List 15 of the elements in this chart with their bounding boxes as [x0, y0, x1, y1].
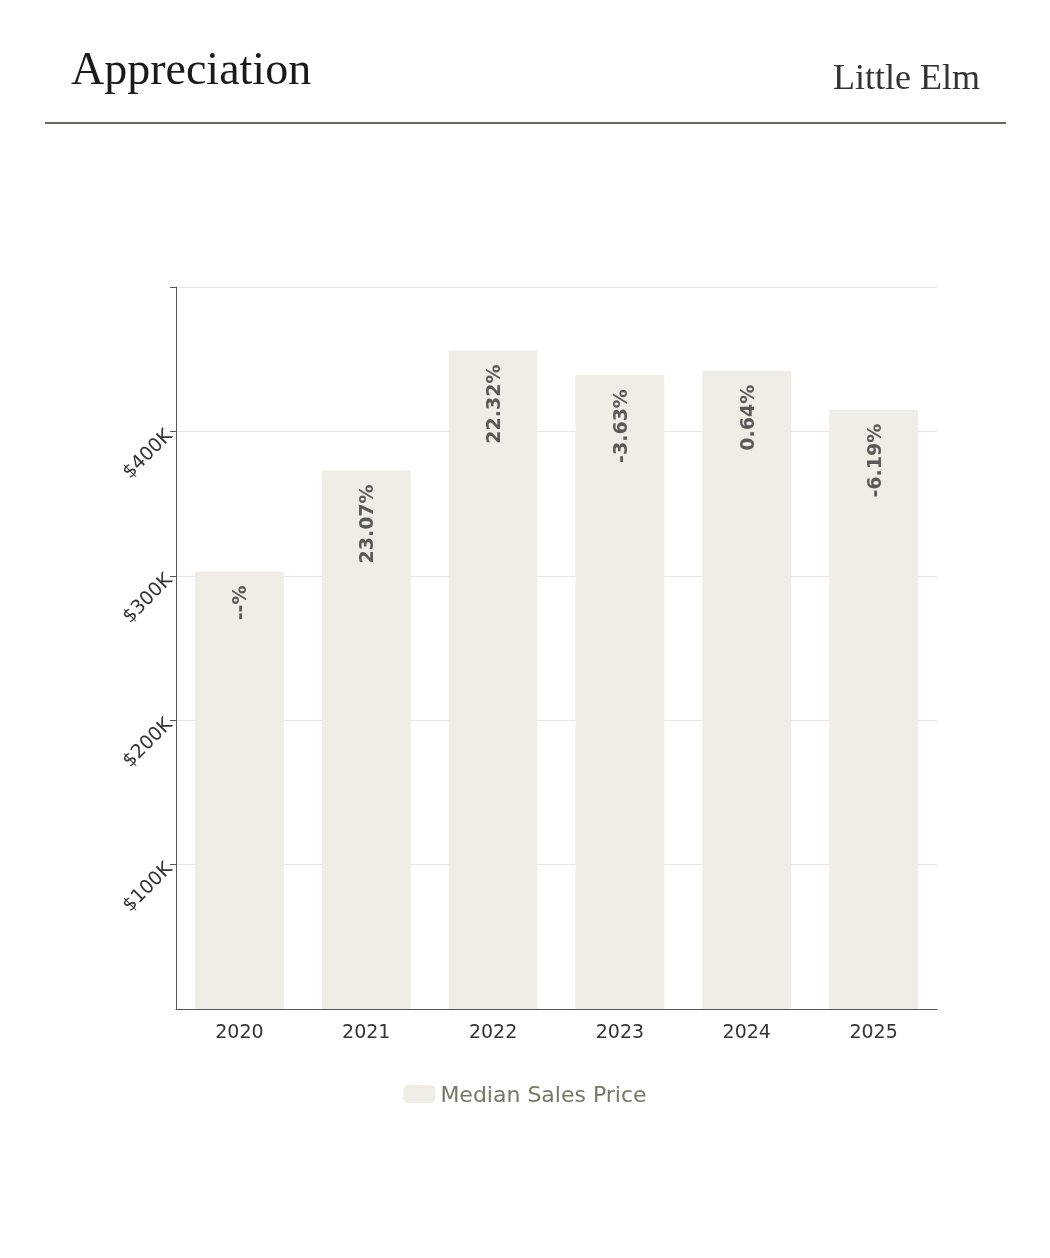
- x-tick-label: 2024: [722, 1019, 771, 1042]
- x-tick-label: 2020: [215, 1019, 264, 1042]
- x-tick-label: 2023: [595, 1019, 645, 1042]
- x-tick-label: 2022: [468, 1019, 518, 1042]
- annotation: -6.19%: [862, 423, 885, 498]
- chart-title: Appreciation: [71, 42, 312, 95]
- annotation: 23.07%: [355, 484, 378, 564]
- chart-subtitle: Little Elm: [833, 56, 980, 98]
- x-tick-label: 2025: [849, 1019, 898, 1042]
- annotation: 0.64%: [735, 384, 758, 451]
- annotation: -3.63%: [608, 389, 631, 463]
- annotation: 22.32%: [482, 364, 505, 444]
- x-tick-label: 2021: [342, 1019, 391, 1042]
- legend-label: Median Sales Price: [440, 1081, 647, 1107]
- annotation: --%: [228, 585, 251, 621]
